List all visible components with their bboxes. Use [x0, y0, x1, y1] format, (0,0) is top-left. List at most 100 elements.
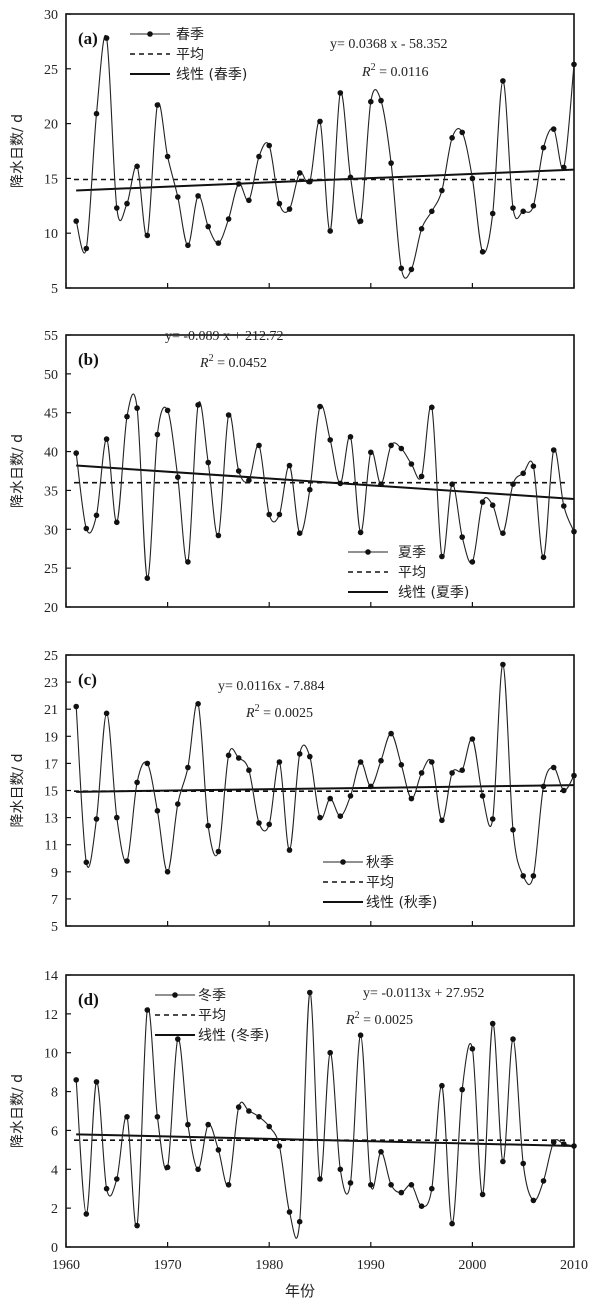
data-point [378, 757, 384, 764]
data-point [235, 755, 242, 761]
data-point [73, 218, 79, 224]
data-point [195, 1166, 201, 1173]
data-point [246, 477, 252, 484]
data-point [124, 200, 130, 207]
data-point [550, 1139, 557, 1145]
data-point [337, 480, 344, 487]
x-axis-label: 年份 [285, 1282, 315, 1300]
data-point [469, 175, 476, 182]
y-tick-label: 10 [44, 1047, 58, 1062]
data-point [327, 228, 334, 234]
data-point [459, 1086, 466, 1093]
data-point [134, 779, 140, 786]
regression-equation: y= -0.089 x + 212.72 [165, 329, 283, 344]
data-point [429, 759, 435, 765]
data-point [418, 473, 425, 480]
data-point [408, 1182, 415, 1188]
data-point [540, 554, 547, 561]
data-point [225, 412, 232, 418]
y-tick-label: 50 [44, 368, 58, 383]
r-squared: R2 = 0.0116 [361, 62, 428, 80]
data-point [469, 1046, 476, 1052]
data-point [520, 873, 526, 879]
data-point [246, 197, 252, 204]
data-point [378, 481, 384, 488]
legend-label-series: 夏季 [398, 545, 426, 561]
data-point [164, 1164, 171, 1171]
y-tick-label: 35 [44, 484, 58, 499]
r-squared-value: = 0.0025 [260, 706, 313, 721]
data-point [479, 1191, 486, 1198]
data-point [83, 525, 90, 532]
data-point [530, 463, 537, 470]
data-point [337, 813, 344, 819]
data-point [205, 1121, 211, 1128]
data-point [459, 767, 466, 773]
data-point [561, 164, 567, 171]
data-point [175, 474, 181, 481]
legend-label-trend: 线性 (秋季) [366, 895, 437, 911]
data-point [357, 218, 364, 224]
data-point [500, 1158, 506, 1165]
data-point [479, 793, 486, 799]
y-tick-label: 8 [51, 1086, 58, 1101]
data-point [276, 511, 283, 518]
y-tick-label: 25 [44, 649, 58, 664]
x-tick-label: 1990 [357, 1258, 385, 1273]
data-point [205, 459, 211, 466]
panel-label: (a) [78, 29, 98, 48]
data-point [540, 1178, 547, 1184]
data-point [154, 1114, 161, 1120]
data-point [93, 1079, 100, 1085]
data-point [73, 1077, 79, 1083]
data-point [469, 559, 476, 565]
data-point [368, 449, 374, 456]
series-trend-line [76, 464, 575, 500]
data-point [398, 1189, 405, 1196]
data-point [93, 816, 100, 822]
data-point [164, 869, 171, 875]
data-point [449, 770, 455, 776]
data-point [266, 142, 273, 149]
data-point [307, 989, 313, 996]
data-point [195, 701, 201, 707]
data-point [225, 216, 232, 222]
y-tick-label: 5 [51, 282, 58, 297]
x-axis-labels: 1960 1970 1980 1990 2000 2010 年份 [52, 1258, 588, 1300]
data-point [154, 808, 161, 814]
data-point [185, 764, 191, 771]
data-point [83, 245, 90, 252]
data-point [449, 481, 455, 488]
r-squared-value: = 0.0025 [360, 1013, 413, 1028]
data-point [398, 445, 405, 452]
data-point [215, 848, 222, 855]
legend-label-series: 冬季 [198, 988, 226, 1004]
r-squared-value: = 0.0452 [214, 356, 267, 371]
y-tick-label: 4 [51, 1163, 58, 1178]
data-point [429, 404, 435, 411]
r-squared-symbol: R [345, 1013, 355, 1028]
data-point [571, 528, 577, 535]
data-point [388, 1182, 394, 1188]
data-point [276, 1143, 283, 1149]
data-point [398, 762, 405, 768]
data-point [459, 129, 466, 136]
data-point [439, 553, 445, 560]
data-point [256, 442, 262, 449]
data-point [124, 858, 130, 864]
y-tick-label: 20 [44, 118, 58, 133]
data-point [185, 1121, 191, 1128]
y-tick-label: 25 [44, 63, 58, 78]
r-squared-exponent: 2 [371, 62, 376, 73]
y-tick-label: 5 [51, 920, 58, 935]
data-point [520, 470, 526, 477]
plot-frame [65, 13, 575, 289]
y-tick-label: 23 [44, 676, 58, 691]
data-point [317, 118, 323, 125]
y-tick-label: 55 [44, 329, 58, 344]
data-point [225, 1182, 232, 1188]
x-tick-label: 1970 [154, 1258, 182, 1273]
data-point [408, 795, 415, 802]
r-squared: R2 = 0.0025 [345, 1010, 413, 1028]
